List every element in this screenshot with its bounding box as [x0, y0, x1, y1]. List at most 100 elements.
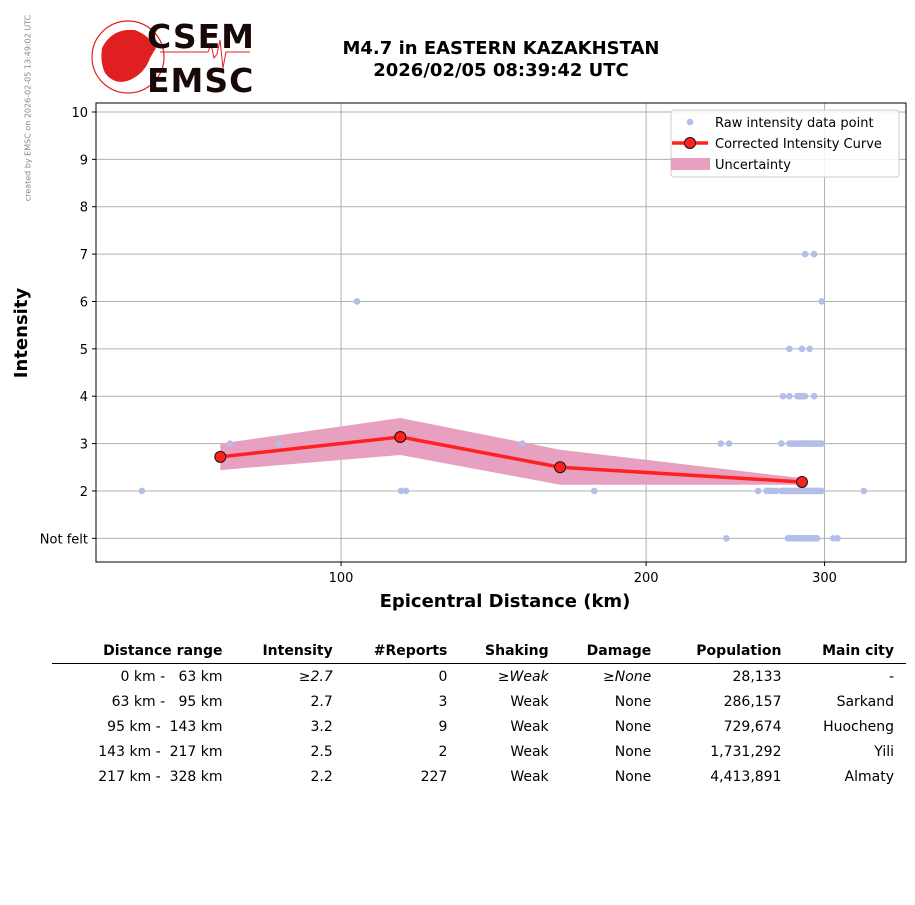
column-header: Main city	[793, 640, 906, 664]
y-tick-label: 3	[80, 438, 88, 453]
table-cell: 28,133	[732, 668, 782, 685]
raw-data-point	[786, 345, 793, 353]
table-cell: Weak	[510, 718, 549, 735]
y-tick-label: Not felt	[40, 532, 88, 547]
y-tick-label: 4	[80, 390, 88, 405]
table-row: 95 km - 143 km 3.2 9 Weak None 729,674 Huochen…	[52, 714, 906, 739]
table-cell: Yili	[874, 743, 894, 760]
table-cell: None	[614, 718, 652, 735]
raw-data-point	[818, 440, 825, 447]
table-cell: 2.2	[310, 768, 333, 785]
column-header: Distance range	[52, 640, 235, 664]
table-cell: Sarkand	[836, 693, 894, 710]
x-tick-label: 200	[634, 571, 659, 586]
raw-data-point	[810, 250, 818, 258]
raw-data-point	[226, 440, 234, 447]
table-cell: None	[614, 743, 652, 760]
raw-data-point	[834, 535, 841, 542]
table-cell: 217 km - 328 km	[98, 768, 223, 785]
raw-data-point	[353, 298, 361, 305]
column-header: Damage	[560, 640, 664, 664]
logo-emsc: EMSC	[147, 61, 255, 100]
table-cell: None	[614, 693, 652, 710]
table-cell: 2.5	[310, 743, 333, 760]
corrected-curve-line	[220, 435, 803, 484]
x-tick-label: 300	[812, 571, 837, 586]
raw-data-point	[723, 535, 730, 542]
column-header: Shaking	[459, 640, 561, 664]
raw-data-point	[801, 392, 809, 400]
raw-data-point	[402, 487, 410, 495]
raw-data-point	[754, 487, 762, 495]
raw-data-point	[138, 487, 146, 495]
y-tick-label: 2	[80, 485, 88, 500]
table-cell: -	[888, 668, 894, 685]
table-cell: 95 km - 143 km	[107, 718, 223, 735]
legend-entry: Raw intensity data point	[715, 116, 874, 131]
table-cell: 286,157	[723, 693, 782, 710]
distance-table: Distance range Intensity #Reports Shaking Da…	[52, 640, 906, 789]
table-cell: 2	[438, 743, 448, 760]
raw-data-point	[810, 392, 818, 400]
y-tick-label: 6	[80, 295, 88, 310]
raw-data-point	[773, 487, 780, 495]
raw-data-point	[274, 440, 282, 447]
raw-data-point	[779, 392, 787, 400]
table-cell: 729,674	[723, 718, 782, 735]
table-cell: ≥None	[603, 668, 652, 685]
raw-data-point	[801, 250, 809, 258]
emsc-logo: CSEM EMSC	[90, 18, 255, 98]
intensity-chart: Not felt 2 3 4 5 6 7 8 9 10 100 200 300 Epicentral Di…	[11, 102, 907, 612]
title-line2: 2026/02/05 08:39:42 UTC	[373, 60, 629, 81]
table-cell: 4,413,891	[710, 768, 782, 785]
y-axis-label: Intensity	[11, 288, 32, 379]
y-tick-label: 7	[80, 248, 88, 263]
raw-data-point	[860, 487, 868, 495]
table-cell: 2.7	[310, 693, 333, 710]
column-header: Population	[663, 640, 794, 664]
globe-icon	[91, 20, 250, 94]
x-axis-label: Epicentral Distance (km)	[380, 591, 631, 612]
table-cell: Huocheng	[823, 718, 894, 735]
raw-data-point	[519, 440, 526, 447]
table-cell: 3.2	[310, 718, 333, 735]
chart-title: M4.7 in EASTERN KAZAKHSTAN 2026/02/05 08…	[343, 38, 660, 82]
y-tick-label: 10	[71, 106, 88, 121]
table-cell: 9	[438, 718, 448, 735]
table-cell: 63 km - 95 km	[111, 693, 223, 710]
y-tick-label: 9	[80, 153, 88, 168]
uncertainty-band	[220, 418, 802, 485]
raw-data-point	[778, 440, 785, 447]
y-tick-label: 8	[80, 201, 88, 216]
raw-data-point	[725, 440, 733, 447]
y-tick-label: 5	[80, 343, 88, 358]
legend-raw-marker	[686, 118, 694, 126]
table-row: 0 km - 63 km ≥2.7 0 ≥Weak ≥None 28,133 -	[52, 664, 906, 690]
column-header: #Reports	[344, 640, 460, 664]
logo-csem: CSEM	[147, 17, 255, 56]
corrected-curve-point	[795, 475, 808, 488]
table-cell: ≥2.7	[298, 668, 333, 685]
table-cell: 0	[438, 668, 448, 685]
legend-band-swatch	[671, 158, 710, 170]
table-cell: Weak	[510, 693, 549, 710]
title-line1: M4.7 in EASTERN KAZAKHSTAN	[342, 38, 660, 59]
raw-data-point	[717, 440, 725, 447]
raw-data-point	[397, 487, 405, 495]
raw-data-point	[786, 392, 793, 400]
table-row: 143 km - 217 km 2.5 2 Weak None 1,731,292 Yili	[52, 739, 906, 764]
table-cell: Almaty	[844, 768, 894, 785]
table-cell: 3	[438, 693, 448, 710]
corrected-curve-point	[554, 461, 567, 474]
table-cell: 143 km - 217 km	[98, 743, 223, 760]
table-cell: 1,731,292	[710, 743, 782, 760]
table-cell: 227	[420, 768, 448, 785]
corrected-curve-point	[394, 430, 407, 443]
corrected-curve-point	[214, 450, 227, 463]
table-cell: Weak	[510, 768, 549, 785]
raw-data-point	[798, 345, 806, 353]
raw-data-point	[591, 487, 598, 495]
plot-frame	[95, 102, 907, 563]
legend-curve-marker	[684, 137, 696, 149]
table-cell: ≥Weak	[497, 668, 549, 685]
